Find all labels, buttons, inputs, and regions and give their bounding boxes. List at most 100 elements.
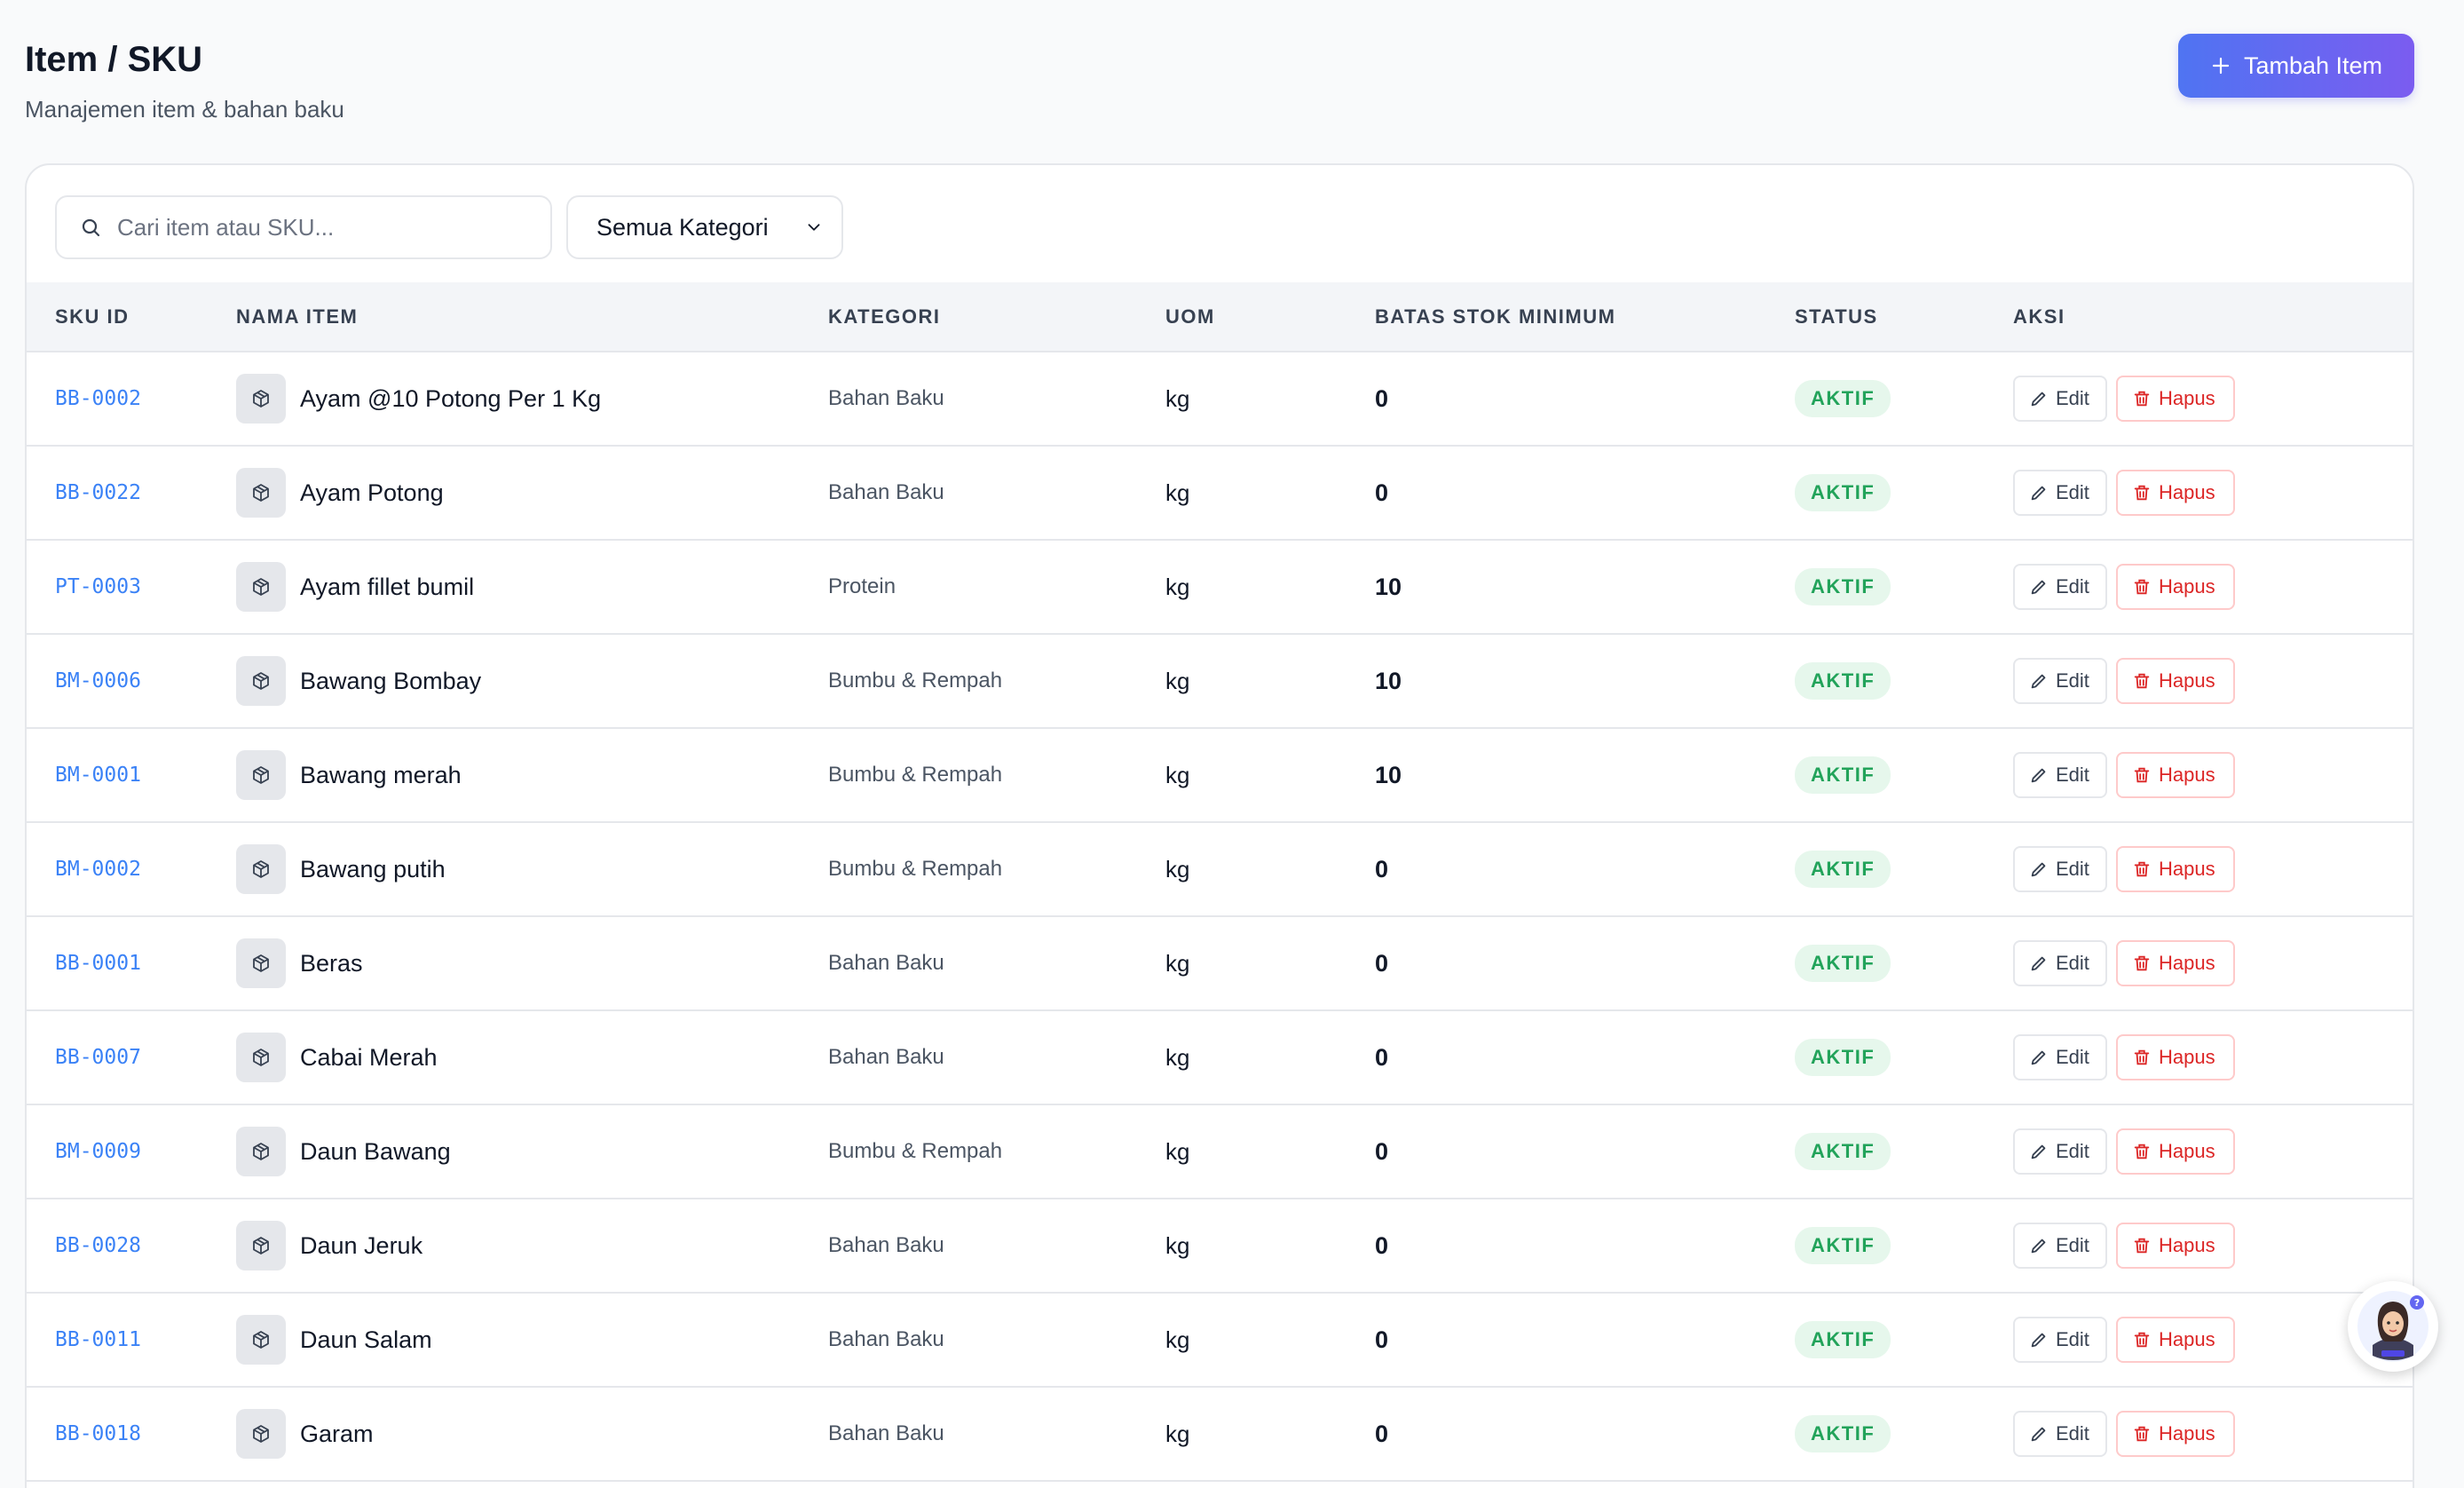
- item-uom: kg: [1165, 667, 1190, 694]
- item-category: Bahan Baku: [828, 1045, 944, 1069]
- column-header-uom[interactable]: UOM: [1165, 305, 1215, 328]
- trash-icon: [2134, 673, 2150, 689]
- column-header-name[interactable]: NAMA ITEM: [236, 305, 359, 328]
- item-category: Bahan Baku: [828, 951, 944, 975]
- item-min-stock: 0: [1375, 855, 1389, 883]
- sku-link[interactable]: BM-0001: [55, 764, 141, 787]
- delete-label: Hapus: [2159, 952, 2215, 974]
- table-row: BB-0007 Cabai Merah Bahan Baku kg 0 AKTI…: [27, 1010, 2413, 1104]
- package-icon: [236, 938, 286, 988]
- status-badge: AKTIF: [1795, 568, 1891, 605]
- trash-icon: [2134, 579, 2150, 595]
- edit-label: Edit: [2056, 387, 2089, 409]
- sku-link[interactable]: BB-0028: [55, 1234, 141, 1257]
- search-input[interactable]: [117, 213, 525, 241]
- items-table: SKU ID NAMA ITEM KATEGORI UOM BATAS STOK…: [27, 282, 2413, 1482]
- item-uom: kg: [1165, 479, 1190, 506]
- sku-link[interactable]: BM-0006: [55, 669, 141, 693]
- items-card: Semua Kategori SKU ID NAMA ITEM KATEGORI…: [25, 163, 2414, 1488]
- package-icon: [236, 750, 286, 800]
- column-header-status[interactable]: STATUS: [1795, 305, 1878, 328]
- status-badge: AKTIF: [1795, 474, 1891, 511]
- pencil-icon: [2031, 674, 2046, 689]
- package-icon: [236, 1315, 286, 1365]
- delete-button[interactable]: Hapus: [2116, 564, 2235, 610]
- delete-button[interactable]: Hapus: [2116, 1317, 2235, 1363]
- package-icon: [236, 1033, 286, 1082]
- delete-button[interactable]: Hapus: [2116, 752, 2235, 798]
- edit-button[interactable]: Edit: [2013, 564, 2107, 610]
- edit-button[interactable]: Edit: [2013, 376, 2107, 422]
- column-header-sku[interactable]: SKU ID: [55, 305, 130, 328]
- sku-link[interactable]: BB-0011: [55, 1328, 141, 1351]
- item-min-stock: 10: [1375, 667, 1402, 694]
- pencil-icon: [2031, 1333, 2046, 1348]
- trash-icon: [2134, 861, 2150, 877]
- sku-link[interactable]: BB-0001: [55, 952, 141, 975]
- table-row: BB-0002 Ayam @10 Potong Per 1 Kg Bahan B…: [27, 352, 2413, 446]
- delete-button[interactable]: Hapus: [2116, 1034, 2235, 1080]
- edit-button[interactable]: Edit: [2013, 470, 2107, 516]
- delete-button[interactable]: Hapus: [2116, 1128, 2235, 1175]
- pencil-icon: [2031, 1144, 2046, 1160]
- edit-label: Edit: [2056, 1422, 2089, 1444]
- package-icon: [236, 1127, 286, 1176]
- sku-link[interactable]: BM-0009: [55, 1140, 141, 1163]
- sku-link[interactable]: BB-0018: [55, 1422, 141, 1445]
- trash-icon: [2134, 485, 2150, 501]
- delete-button[interactable]: Hapus: [2116, 658, 2235, 704]
- delete-button[interactable]: Hapus: [2116, 846, 2235, 892]
- item-name: Ayam fillet bumil: [300, 573, 475, 600]
- sku-link[interactable]: BM-0002: [55, 858, 141, 881]
- table-row: BM-0001 Bawang merah Bumbu & Rempah kg 1…: [27, 728, 2413, 822]
- edit-button[interactable]: Edit: [2013, 658, 2107, 704]
- delete-button[interactable]: Hapus: [2116, 376, 2235, 422]
- delete-button[interactable]: Hapus: [2116, 470, 2235, 516]
- chevron-down-icon: [808, 224, 820, 231]
- delete-button[interactable]: Hapus: [2116, 1223, 2235, 1269]
- page-title: Item / SKU: [25, 40, 203, 79]
- edit-button[interactable]: Edit: [2013, 1128, 2107, 1175]
- package-icon: [236, 374, 286, 423]
- item-name: Daun Salam: [300, 1326, 432, 1353]
- item-min-stock: 0: [1375, 384, 1389, 412]
- edit-button[interactable]: Edit: [2013, 1411, 2107, 1457]
- edit-button[interactable]: Edit: [2013, 1223, 2107, 1269]
- table-row: BM-0002 Bawang putih Bumbu & Rempah kg 0…: [27, 822, 2413, 916]
- edit-button[interactable]: Edit: [2013, 1317, 2107, 1363]
- delete-button[interactable]: Hapus: [2116, 1411, 2235, 1457]
- item-uom: kg: [1165, 949, 1190, 977]
- search-box[interactable]: [55, 195, 552, 259]
- item-category: Bahan Baku: [828, 1327, 944, 1351]
- pencil-icon: [2031, 1427, 2046, 1442]
- delete-label: Hapus: [2159, 481, 2215, 503]
- edit-button[interactable]: Edit: [2013, 940, 2107, 986]
- column-header-category[interactable]: KATEGORI: [828, 305, 941, 328]
- edit-button[interactable]: Edit: [2013, 1034, 2107, 1080]
- item-category: Bumbu & Rempah: [828, 763, 1003, 787]
- edit-button[interactable]: Edit: [2013, 752, 2107, 798]
- item-uom: kg: [1165, 573, 1190, 600]
- item-min-stock: 0: [1375, 1420, 1389, 1447]
- sku-link[interactable]: BB-0022: [55, 481, 141, 504]
- edit-button[interactable]: Edit: [2013, 846, 2107, 892]
- pencil-icon: [2031, 862, 2046, 877]
- sku-link[interactable]: BB-0007: [55, 1046, 141, 1069]
- category-select[interactable]: Semua Kategori: [566, 195, 843, 259]
- helpdesk-avatar-button[interactable]: ?: [2348, 1281, 2438, 1372]
- table-row: BB-0022 Ayam Potong Bahan Baku kg 0 AKTI…: [27, 446, 2413, 540]
- table-row: BB-0001 Beras Bahan Baku kg 0 AKTIF Edit…: [27, 916, 2413, 1010]
- table-header-row: SKU ID NAMA ITEM KATEGORI UOM BATAS STOK…: [27, 282, 2413, 352]
- delete-label: Hapus: [2159, 1422, 2215, 1444]
- sku-link[interactable]: BB-0002: [55, 387, 141, 410]
- add-item-button[interactable]: Tambah Item: [2178, 34, 2414, 98]
- table-row: BB-0011 Daun Salam Bahan Baku kg 0 AKTIF…: [27, 1293, 2413, 1387]
- column-header-min-stock[interactable]: BATAS STOK MINIMUM: [1375, 305, 1616, 328]
- sku-link[interactable]: PT-0003: [55, 575, 141, 598]
- edit-label: Edit: [2056, 1140, 2089, 1162]
- delete-label: Hapus: [2159, 1328, 2215, 1350]
- trash-icon: [2134, 1238, 2150, 1254]
- pencil-icon: [2031, 392, 2046, 407]
- edit-label: Edit: [2056, 858, 2089, 880]
- delete-button[interactable]: Hapus: [2116, 940, 2235, 986]
